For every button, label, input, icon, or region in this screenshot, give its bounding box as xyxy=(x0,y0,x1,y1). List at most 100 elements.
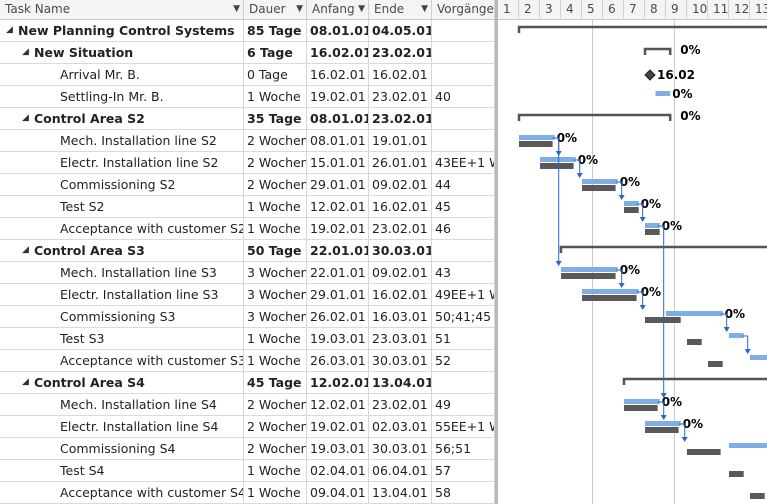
summary-bar[interactable] xyxy=(517,113,672,121)
task-bar[interactable] xyxy=(729,333,744,338)
task-name-cell[interactable]: Test S2 xyxy=(0,196,244,217)
task-row[interactable]: Arrival Mr. B. 0 Tage 16.02.01 16.02.01 xyxy=(0,64,495,86)
task-bar[interactable] xyxy=(624,201,639,206)
task-row[interactable]: Acceptance with customer S3 1 Woche 26.03.… xyxy=(0,350,495,372)
summary-bar[interactable] xyxy=(643,47,672,55)
duration-cell[interactable]: 3 Wochen xyxy=(244,284,307,305)
duration-cell[interactable]: 2 Wochen xyxy=(244,152,307,173)
task-row[interactable]: Electr. Installation line S3 3 Wochen 29.0… xyxy=(0,284,495,306)
predecessors-cell[interactable] xyxy=(432,108,495,129)
summary-task-row[interactable]: ◢ Control Area S4 45 Tage 12.02.01 13.04.01 xyxy=(0,372,495,394)
duration-cell[interactable]: 50 Tage xyxy=(244,240,307,261)
task-row[interactable]: Acceptance with customer S4 1 Woche 09.04.… xyxy=(0,482,495,504)
start-date-cell[interactable]: 12.02.01 xyxy=(307,372,369,393)
start-date-cell[interactable]: 08.01.01 xyxy=(307,108,369,129)
task-row[interactable]: Electr. Installation line S4 2 Wochen 19.0… xyxy=(0,416,495,438)
milestone-marker[interactable] xyxy=(644,69,656,81)
task-bar[interactable] xyxy=(729,443,767,448)
end-date-cell[interactable]: 23.02.01 xyxy=(369,42,432,63)
end-date-cell[interactable]: 30.03.01 xyxy=(369,438,432,459)
task-name-cell[interactable]: ◢ Control Area S4 xyxy=(0,372,244,393)
start-date-cell[interactable]: 19.02.01 xyxy=(307,218,369,239)
summary-task-row[interactable]: ◢ New Situation 6 Tage 16.02.01 23.02.01 xyxy=(0,42,495,64)
task-bar[interactable] xyxy=(561,267,618,272)
predecessors-cell[interactable]: 44 xyxy=(432,174,495,195)
start-date-cell[interactable]: 08.01.01 xyxy=(307,130,369,151)
task-name-cell[interactable]: Commissioning S2 xyxy=(0,174,244,195)
task-bar[interactable] xyxy=(519,135,555,140)
task-name-cell[interactable]: Commissioning S3 xyxy=(0,306,244,327)
collapse-triangle-icon[interactable]: ◢ xyxy=(22,47,29,57)
duration-cell[interactable]: 0 Tage xyxy=(244,64,307,85)
start-date-cell[interactable]: 16.02.01 xyxy=(307,64,369,85)
predecessors-cell[interactable]: 58 xyxy=(432,482,495,503)
predecessors-cell[interactable]: 52 xyxy=(432,350,495,371)
task-bar[interactable] xyxy=(582,289,639,294)
predecessors-cell[interactable]: 43 xyxy=(432,262,495,283)
end-date-cell[interactable]: 23.03.01 xyxy=(369,328,432,349)
collapse-triangle-icon[interactable]: ◢ xyxy=(22,113,29,123)
task-row[interactable]: Mech. Installation line S4 2 Wochen 12.02.… xyxy=(0,394,495,416)
chevron-down-icon[interactable]: ▼ xyxy=(358,4,365,14)
start-date-cell[interactable]: 19.02.01 xyxy=(307,416,369,437)
end-date-cell[interactable]: 23.02.01 xyxy=(369,86,432,107)
task-row[interactable]: Commissioning S2 2 Wochen 29.01.01 09.02.01… xyxy=(0,174,495,196)
start-date-cell[interactable]: 22.01.01 xyxy=(307,262,369,283)
task-name-cell[interactable]: ◢ Control Area S2 xyxy=(0,108,244,129)
task-name-cell[interactable]: Test S4 xyxy=(0,460,244,481)
end-date-cell[interactable]: 13.04.01 xyxy=(369,482,432,503)
task-row[interactable]: Commissioning S4 2 Wochen 19.03.01 30.03.01… xyxy=(0,438,495,460)
duration-cell[interactable]: 3 Wochen xyxy=(244,262,307,283)
task-bar[interactable] xyxy=(645,421,681,426)
predecessors-cell[interactable] xyxy=(432,240,495,261)
duration-cell[interactable]: 1 Woche xyxy=(244,86,307,107)
pane-splitter[interactable] xyxy=(495,0,498,504)
task-name-cell[interactable]: Acceptance with customer S2 xyxy=(0,218,244,239)
task-name-cell[interactable]: Electr. Installation line S3 xyxy=(0,284,244,305)
end-date-cell[interactable]: 06.04.01 xyxy=(369,460,432,481)
task-bar[interactable] xyxy=(645,223,660,228)
task-name-cell[interactable]: Settling-In Mr. B. xyxy=(0,86,244,107)
duration-cell[interactable]: 2 Wochen xyxy=(244,174,307,195)
start-date-cell[interactable]: 19.02.01 xyxy=(307,86,369,107)
duration-cell[interactable]: 1 Woche xyxy=(244,196,307,217)
task-row[interactable]: Test S3 1 Woche 19.03.01 23.03.01 51 xyxy=(0,328,495,350)
task-row[interactable]: Test S2 1 Woche 12.02.01 16.02.01 45 xyxy=(0,196,495,218)
duration-cell[interactable]: 2 Wochen xyxy=(244,438,307,459)
end-date-cell[interactable]: 09.02.01 xyxy=(369,174,432,195)
start-date-cell[interactable]: 08.01.01 xyxy=(307,20,369,41)
task-row[interactable]: Acceptance with customer S2 1 Woche 19.02.… xyxy=(0,218,495,240)
task-name-cell[interactable]: ◢ Control Area S3 xyxy=(0,240,244,261)
start-date-cell[interactable]: 15.01.01 xyxy=(307,152,369,173)
end-date-cell[interactable]: 16.03.01 xyxy=(369,306,432,327)
end-date-cell[interactable]: 16.02.01 xyxy=(369,196,432,217)
end-date-cell[interactable]: 23.02.01 xyxy=(369,108,432,129)
summary-bar[interactable] xyxy=(559,245,767,253)
duration-cell[interactable]: 1 Woche xyxy=(244,328,307,349)
task-bar[interactable] xyxy=(666,311,723,316)
duration-cell[interactable]: 45 Tage xyxy=(244,372,307,393)
task-name-cell[interactable]: Test S3 xyxy=(0,328,244,349)
collapse-triangle-icon[interactable]: ◢ xyxy=(6,25,13,35)
task-name-cell[interactable]: ◢ New Situation xyxy=(0,42,244,63)
predecessors-cell[interactable] xyxy=(432,20,495,41)
task-row[interactable]: Electr. Installation line S2 2 Wochen 15.0… xyxy=(0,152,495,174)
duration-cell[interactable]: 1 Woche xyxy=(244,460,307,481)
task-bar[interactable] xyxy=(582,179,618,184)
chevron-down-icon[interactable]: ▼ xyxy=(421,4,428,14)
start-date-cell[interactable]: 09.04.01 xyxy=(307,482,369,503)
predecessors-cell[interactable]: 51 xyxy=(432,328,495,349)
start-date-cell[interactable]: 12.02.01 xyxy=(307,196,369,217)
predecessors-cell[interactable]: 46 xyxy=(432,218,495,239)
task-name-cell[interactable]: Electr. Installation line S2 xyxy=(0,152,244,173)
start-date-cell[interactable]: 29.01.01 xyxy=(307,284,369,305)
start-date-cell[interactable]: 26.03.01 xyxy=(307,350,369,371)
column-header-duration[interactable]: Dauer ▼ xyxy=(244,0,307,19)
task-name-cell[interactable]: Electr. Installation line S4 xyxy=(0,416,244,437)
task-name-cell[interactable]: Arrival Mr. B. xyxy=(0,64,244,85)
collapse-triangle-icon[interactable]: ◢ xyxy=(22,377,29,387)
duration-cell[interactable]: 2 Wochen xyxy=(244,130,307,151)
predecessors-cell[interactable]: 56;51 xyxy=(432,438,495,459)
predecessors-cell[interactable] xyxy=(432,130,495,151)
start-date-cell[interactable]: 19.03.01 xyxy=(307,438,369,459)
